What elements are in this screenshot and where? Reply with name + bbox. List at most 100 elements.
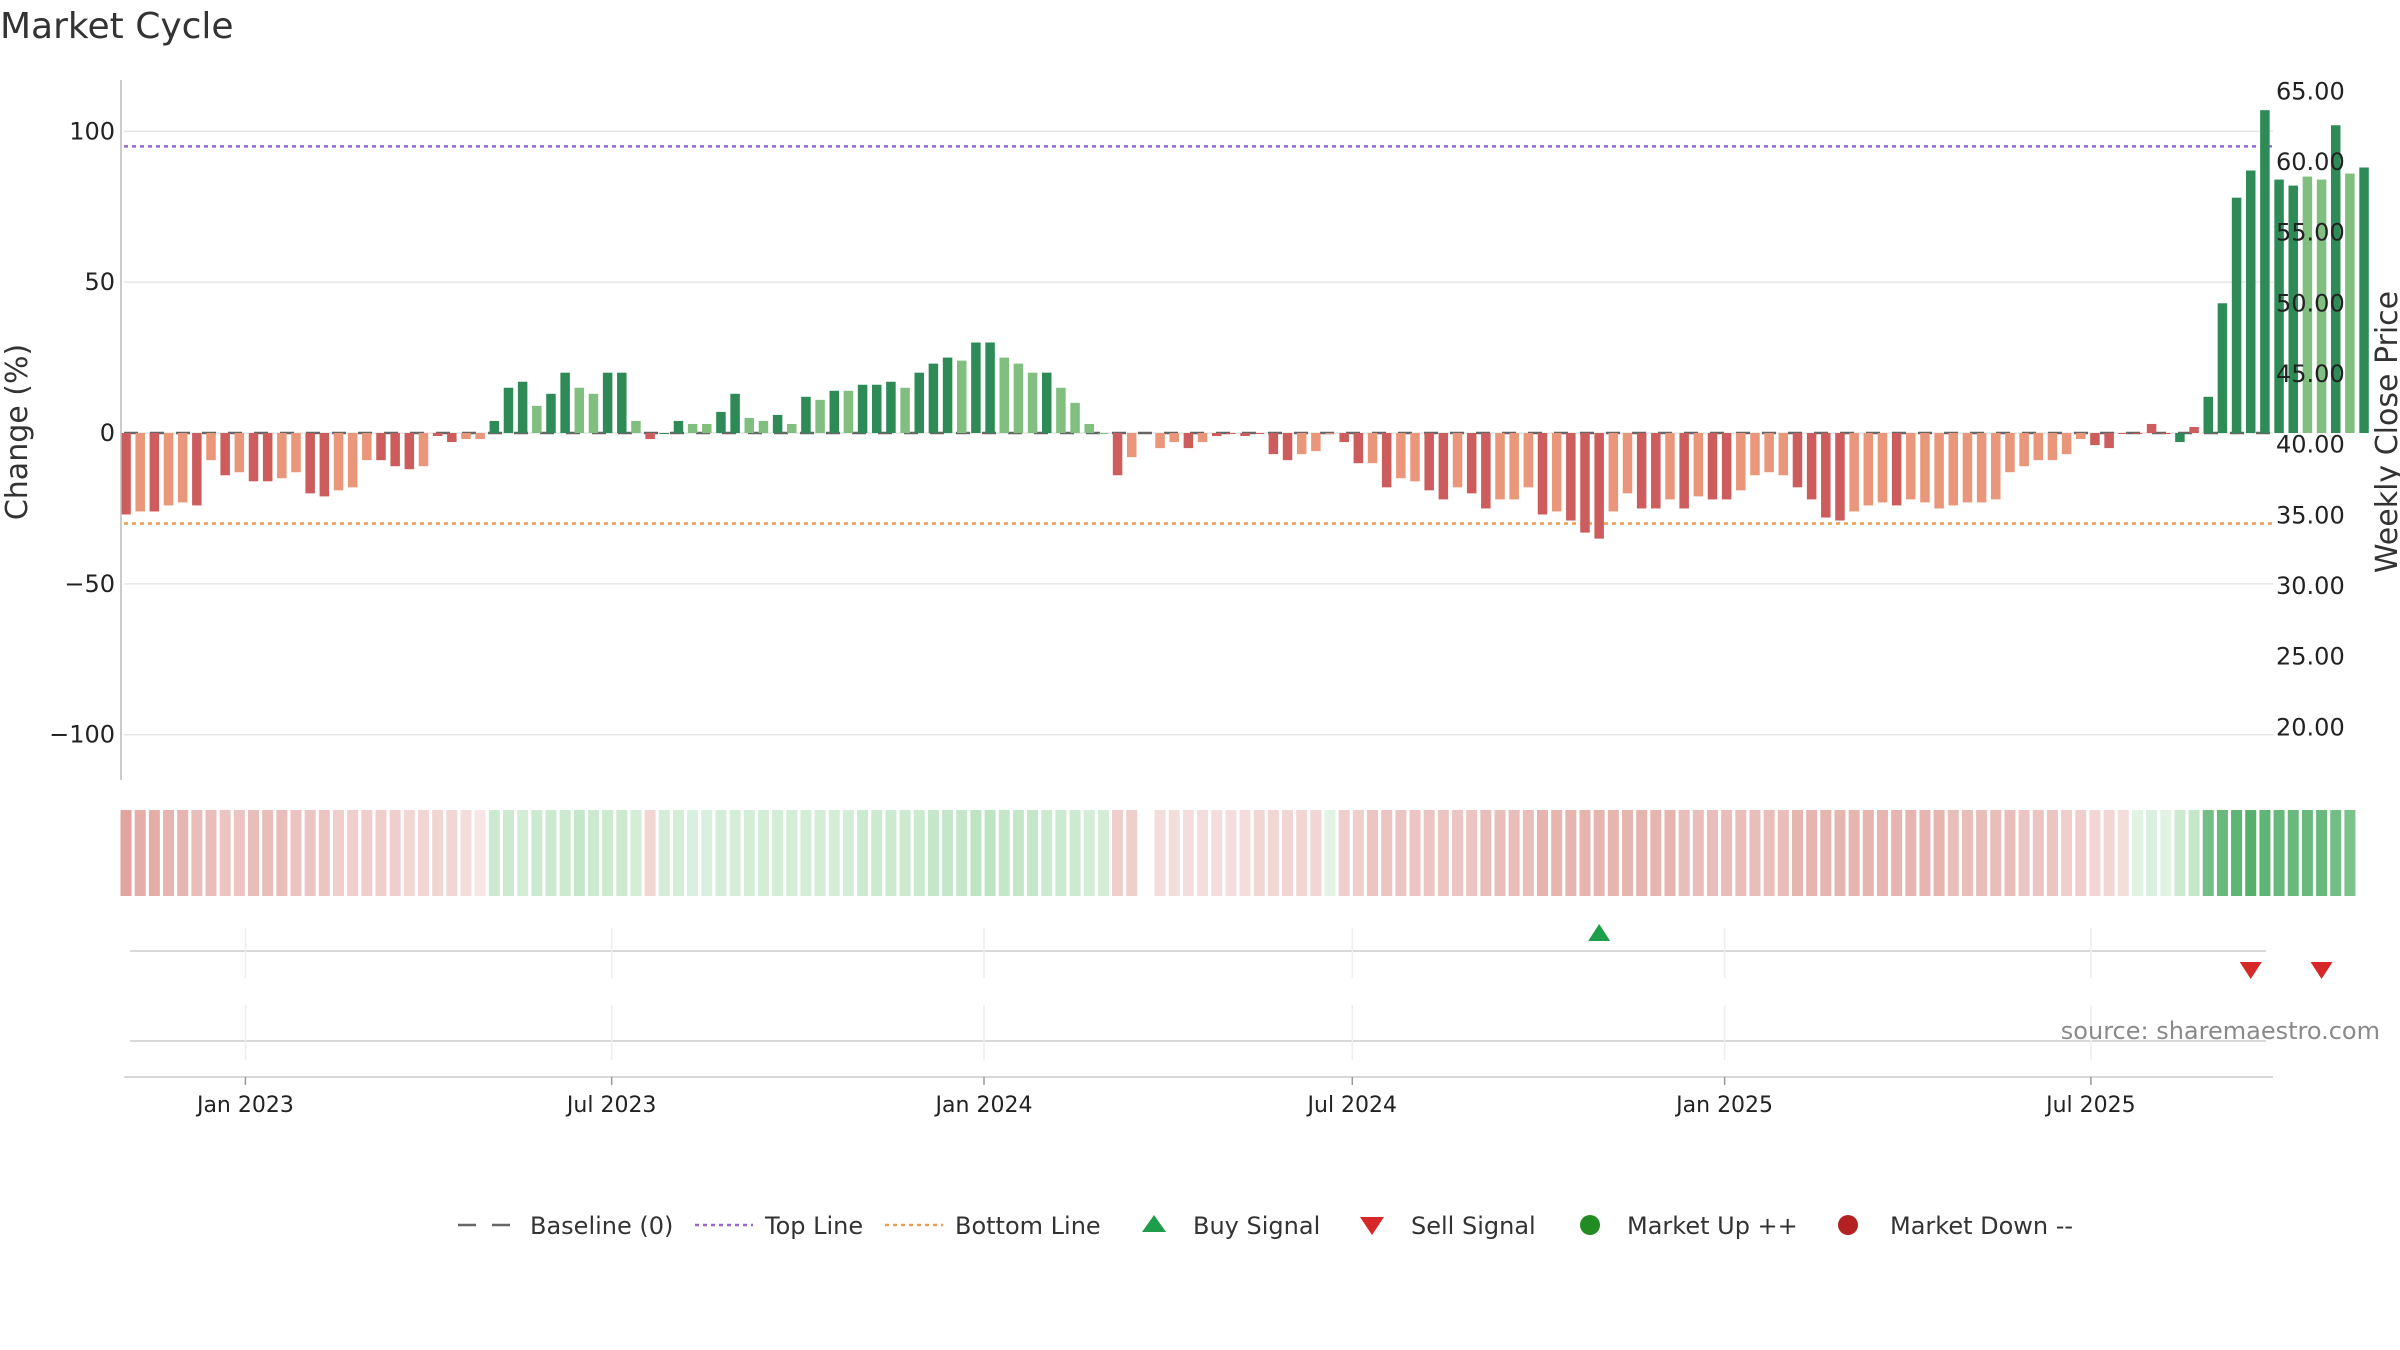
legend-label: Market Down --: [1890, 1212, 2073, 1240]
change-bar: [1311, 433, 1321, 452]
signal-panel: [124, 924, 2333, 1078]
change-bar: [390, 433, 400, 467]
heat-strip-cell: [658, 810, 670, 896]
heat-strip-cell: [2131, 810, 2143, 896]
heat-strip-cell: [2046, 810, 2058, 896]
legend-label: Top Line: [764, 1212, 863, 1240]
change-bar: [1282, 433, 1293, 461]
x-axis-ticks: Jan 2023 Jul 2023 Jan 2024 Jul 2024 Jan 2025…: [195, 928, 2136, 1118]
heat-strip-cell: [1621, 810, 1633, 896]
heat-strip-cell: [347, 810, 359, 896]
change-bar: [673, 420, 684, 434]
change-bar: [461, 433, 471, 440]
buy-signal-marker: [1588, 924, 1611, 941]
change-bar: [631, 420, 641, 434]
heat-strip-cell: [715, 810, 727, 896]
change-bar: [220, 433, 230, 476]
heat-strip-cell: [1678, 810, 1690, 896]
change-bar: [2217, 303, 2228, 434]
heat-strip-cell: [729, 810, 741, 896]
heat-strip-cell: [517, 810, 529, 896]
heat-strip-cell: [1579, 810, 1591, 896]
change-bar: [404, 433, 415, 470]
change-bar: [2330, 125, 2341, 434]
heat-strip-cell: [2160, 810, 2172, 896]
heat-strip-cell: [276, 810, 288, 896]
heat-strip-cell: [2330, 810, 2342, 896]
heat-strip-cell: [984, 810, 996, 896]
heat-strip-cell: [2273, 810, 2285, 896]
y2-tick-label: 25.00: [2276, 643, 2345, 671]
heat-strip-cell: [460, 810, 472, 896]
change-bar: [1183, 433, 1194, 449]
heat-strip-cell: [1310, 810, 1322, 896]
change-bar: [305, 433, 315, 494]
heat-strip-cell: [1947, 810, 1959, 896]
change-bar: [1226, 433, 1236, 435]
heat-strip-cell: [1041, 810, 1053, 896]
change-bar: [248, 433, 259, 482]
heat-strip-cell: [120, 810, 132, 896]
change-bar: [489, 420, 500, 434]
heat-strip-cell: [1522, 810, 1534, 896]
heat-strip-cell: [1749, 810, 1761, 896]
change-bar: [532, 405, 542, 434]
axes: 100 50 0 −50 −100 65.00 60.00 55.00 50.00 45.00 40…: [49, 77, 2345, 780]
change-bar: [1424, 433, 1434, 491]
change-bar: [333, 433, 344, 491]
y2-tick-label: 50.00: [2276, 289, 2345, 317]
heat-strip-cell: [842, 810, 854, 896]
y2-tick-label: 20.00: [2276, 713, 2345, 741]
legend-marker-circle: [1838, 1215, 1858, 1235]
change-bar: [206, 433, 216, 461]
x-tick-label: Jan 2023: [195, 1093, 294, 1118]
heat-strip-cell: [1296, 810, 1308, 896]
change-bar: [2090, 433, 2100, 446]
change-bar: [886, 381, 896, 434]
change-bar: [999, 357, 1009, 434]
change-bar: [1254, 433, 1264, 435]
heat-strip-cell: [616, 810, 628, 896]
heat-strip-cell: [1239, 810, 1251, 896]
heat-strip-cell: [1083, 810, 1095, 896]
heat-strip-cell: [1225, 810, 1237, 896]
heat-strip-cell: [871, 810, 883, 896]
heat-strip-cell: [2146, 810, 2158, 896]
change-bar: [758, 420, 769, 434]
heat-strip-cell: [857, 810, 869, 896]
heat-strip-cell: [1211, 810, 1223, 896]
change-bar: [645, 433, 655, 440]
heat-strip-cell: [1409, 810, 1421, 896]
change-bar: [1523, 433, 1534, 488]
legend-marker-circle: [1580, 1215, 1600, 1235]
change-bar: [2175, 433, 2185, 443]
change-bar: [687, 423, 698, 434]
heat-strip-cell: [687, 810, 699, 896]
heat-strip-cell: [701, 810, 713, 896]
heat-strip-cell: [1735, 810, 1747, 896]
change-bar: [1877, 433, 1888, 503]
heat-strip-cell: [2174, 810, 2186, 896]
y-tick-label: 0: [100, 419, 115, 447]
change-bar: [1381, 433, 1392, 488]
heat-strip-cell: [1324, 810, 1336, 896]
heat-strip-cell: [1706, 810, 1718, 896]
heat-strip-cell: [134, 810, 146, 896]
heat-strip-cell: [1777, 810, 1789, 896]
heat-strip-cell: [191, 810, 203, 896]
legend-label: Sell Signal: [1411, 1212, 1536, 1240]
change-bar: [432, 433, 443, 437]
y-tick-label: 100: [69, 117, 115, 145]
change-bar: [2260, 110, 2270, 434]
change-bar: [2316, 179, 2327, 434]
sell-signal-marker: [2310, 962, 2333, 979]
heat-strip-cell: [1876, 810, 1888, 896]
heat-strip-cell: [814, 810, 826, 896]
y2-tick-label: 55.00: [2276, 219, 2345, 247]
change-bar: [2132, 433, 2143, 435]
change-bar: [772, 414, 783, 434]
heat-strip-cell: [2202, 810, 2214, 896]
heat-strip-cell: [1664, 810, 1676, 896]
heat-strip-cell: [1650, 810, 1662, 896]
heat-strip-cell: [672, 810, 684, 896]
